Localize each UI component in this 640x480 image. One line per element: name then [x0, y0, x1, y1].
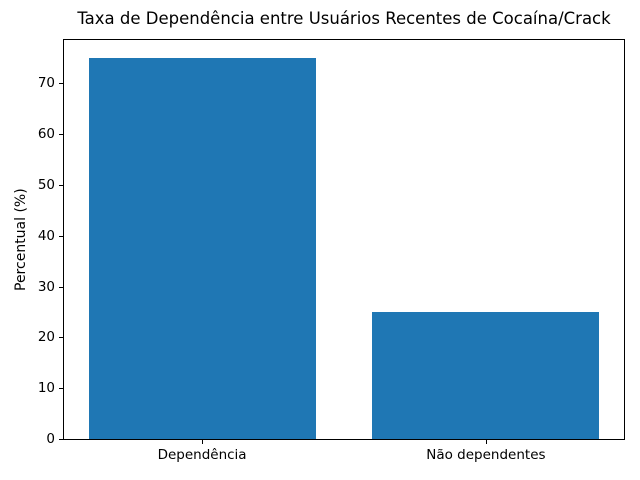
y-tick-mark: [59, 439, 63, 440]
y-tick-mark: [59, 134, 63, 136]
y-tick-label: 30: [37, 278, 55, 295]
y-tick-mark: [59, 185, 63, 187]
y-tick-label: 10: [37, 380, 55, 397]
x-tick-mark: [485, 440, 487, 444]
y-tick-label: 50: [37, 177, 55, 194]
y-tick-label: 60: [37, 126, 55, 143]
chart-title: Taxa de Dependência entre Usuários Recen…: [77, 9, 611, 28]
y-tick-mark: [59, 388, 63, 390]
y-tick-label: 0: [46, 431, 55, 447]
y-tick-mark: [59, 337, 63, 339]
x-tick-label: Não dependentes: [426, 447, 546, 463]
bar-1: [372, 312, 600, 439]
y-tick-label: 40: [37, 227, 55, 244]
x-tick-mark: [202, 440, 204, 444]
y-tick-mark: [59, 83, 63, 85]
y-tick-label: 20: [37, 329, 55, 346]
y-tick-mark: [59, 286, 63, 288]
bar-0: [88, 58, 316, 439]
y-tick-label: 70: [37, 75, 55, 92]
x-tick-label: Dependência: [157, 447, 247, 463]
y-tick-mark: [59, 235, 63, 237]
